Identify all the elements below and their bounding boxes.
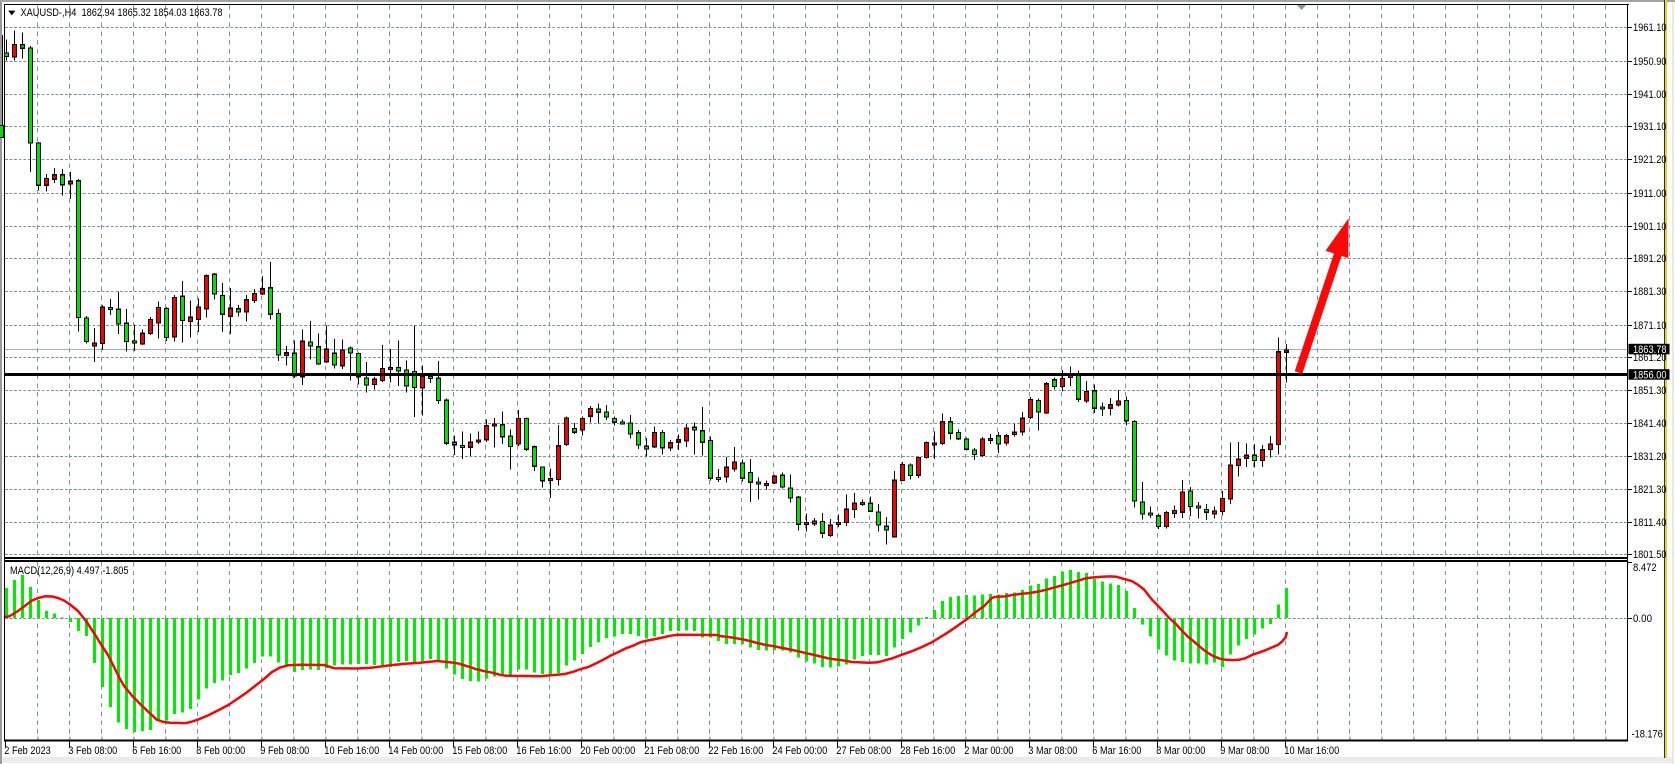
svg-text:1801.50: 1801.50 <box>1633 549 1667 561</box>
svg-text:16 Feb 16:00: 16 Feb 16:00 <box>516 745 571 757</box>
svg-text:1931.10: 1931.10 <box>1633 121 1667 133</box>
svg-text:1911.00: 1911.00 <box>1633 188 1667 200</box>
svg-text:22 Feb 16:00: 22 Feb 16:00 <box>708 745 763 757</box>
svg-text:1831.20: 1831.20 <box>1633 451 1667 463</box>
svg-text:9 Mar 08:00: 9 Mar 08:00 <box>1220 745 1269 757</box>
svg-text:1941.00: 1941.00 <box>1633 89 1667 101</box>
svg-text:15 Feb 08:00: 15 Feb 08:00 <box>452 745 507 757</box>
svg-text:8 Mar 00:00: 8 Mar 00:00 <box>1156 745 1205 757</box>
svg-text:8 Feb 00:00: 8 Feb 00:00 <box>196 745 245 757</box>
svg-text:6 Mar 16:00: 6 Mar 16:00 <box>1092 745 1141 757</box>
svg-text:1851.30: 1851.30 <box>1633 385 1667 397</box>
svg-text:1891.20: 1891.20 <box>1633 253 1667 265</box>
svg-text:9 Feb 08:00: 9 Feb 08:00 <box>260 745 309 757</box>
svg-text:24 Feb 00:00: 24 Feb 00:00 <box>772 745 827 757</box>
svg-text:10 Feb 16:00: 10 Feb 16:00 <box>324 745 379 757</box>
svg-text:XAUUSD-,H4 1862.94 1865.32 18: XAUUSD-,H4 1862.94 1865.32 1854.03 1863.… <box>21 7 223 19</box>
svg-text:1811.40: 1811.40 <box>1633 517 1667 529</box>
svg-text:28 Feb 16:00: 28 Feb 16:00 <box>900 745 955 757</box>
svg-text:8.472: 8.472 <box>1633 562 1657 574</box>
svg-text:6 Feb 16:00: 6 Feb 16:00 <box>132 745 181 757</box>
svg-text:2 Mar 00:00: 2 Mar 00:00 <box>964 745 1013 757</box>
svg-text:1871.10: 1871.10 <box>1633 320 1667 332</box>
svg-text:2 Feb 2023: 2 Feb 2023 <box>4 745 51 757</box>
svg-text:1901.10: 1901.10 <box>1633 221 1667 233</box>
svg-text:1821.30: 1821.30 <box>1633 484 1667 496</box>
svg-text:MACD(12,26,9) 4.497 -1.805: MACD(12,26,9) 4.497 -1.805 <box>10 565 129 577</box>
svg-text:1856.00: 1856.00 <box>1633 369 1667 381</box>
svg-text:1863.78: 1863.78 <box>1633 344 1667 356</box>
svg-text:1950.90: 1950.90 <box>1633 56 1667 68</box>
svg-text:3 Mar 08:00: 3 Mar 08:00 <box>1028 745 1077 757</box>
svg-text:27 Feb 08:00: 27 Feb 08:00 <box>836 745 891 757</box>
svg-text:20 Feb 00:00: 20 Feb 00:00 <box>580 745 635 757</box>
svg-text:-18.176: -18.176 <box>1632 729 1663 741</box>
svg-text:1861.20: 1861.20 <box>1633 352 1667 364</box>
svg-text:14 Feb 00:00: 14 Feb 00:00 <box>388 745 443 757</box>
svg-text:3 Feb 08:00: 3 Feb 08:00 <box>68 745 117 757</box>
svg-text:10 Mar 16:00: 10 Mar 16:00 <box>1284 745 1339 757</box>
svg-text:1961.10: 1961.10 <box>1633 22 1667 34</box>
svg-text:1921.20: 1921.20 <box>1633 154 1667 166</box>
svg-text:0.00: 0.00 <box>1633 613 1652 625</box>
svg-text:1881.30: 1881.30 <box>1633 286 1667 298</box>
svg-text:21 Feb 08:00: 21 Feb 08:00 <box>644 745 699 757</box>
svg-text:1841.40: 1841.40 <box>1633 418 1667 430</box>
